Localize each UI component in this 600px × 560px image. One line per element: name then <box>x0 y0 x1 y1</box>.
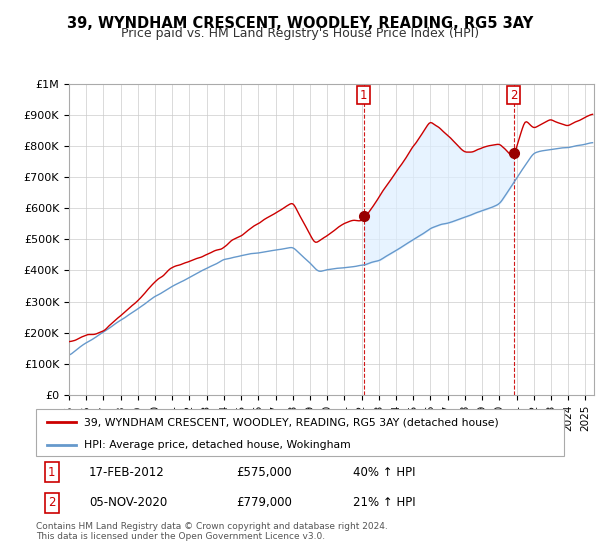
Text: Price paid vs. HM Land Registry's House Price Index (HPI): Price paid vs. HM Land Registry's House … <box>121 27 479 40</box>
Text: 17-FEB-2012: 17-FEB-2012 <box>89 465 164 479</box>
Text: 2: 2 <box>48 496 56 509</box>
Text: HPI: Average price, detached house, Wokingham: HPI: Average price, detached house, Woki… <box>83 440 350 450</box>
Text: 05-NOV-2020: 05-NOV-2020 <box>89 496 167 509</box>
Text: 1: 1 <box>48 465 56 479</box>
Text: £779,000: £779,000 <box>236 496 293 509</box>
Text: Contains HM Land Registry data © Crown copyright and database right 2024.
This d: Contains HM Land Registry data © Crown c… <box>36 522 388 542</box>
Text: 39, WYNDHAM CRESCENT, WOODLEY, READING, RG5 3AY (detached house): 39, WYNDHAM CRESCENT, WOODLEY, READING, … <box>83 417 498 427</box>
Text: 40% ↑ HPI: 40% ↑ HPI <box>353 465 415 479</box>
Text: 2: 2 <box>510 88 518 102</box>
Text: 1: 1 <box>360 88 367 102</box>
Text: £575,000: £575,000 <box>236 465 292 479</box>
Text: 21% ↑ HPI: 21% ↑ HPI <box>353 496 415 509</box>
Text: 39, WYNDHAM CRESCENT, WOODLEY, READING, RG5 3AY: 39, WYNDHAM CRESCENT, WOODLEY, READING, … <box>67 16 533 31</box>
FancyBboxPatch shape <box>36 409 564 456</box>
